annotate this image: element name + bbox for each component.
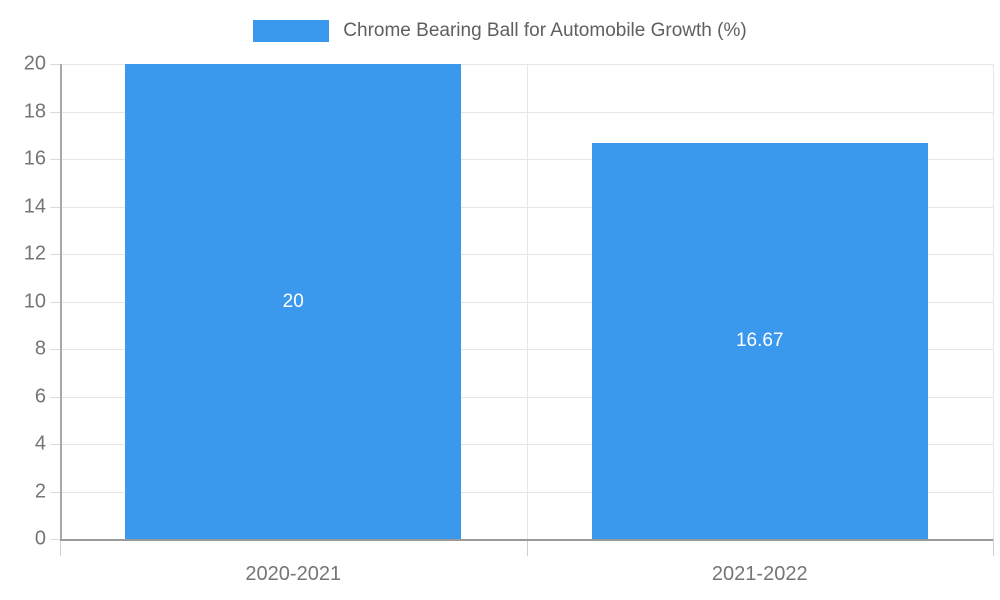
y-axis-tick-label: 12 <box>23 242 46 265</box>
category-boundary-gridline <box>526 64 528 539</box>
category-boundary-gridline <box>993 64 994 539</box>
y-axis-line <box>60 64 62 539</box>
y-tick-mark <box>50 301 60 303</box>
bar-data-label: 20 <box>282 290 304 312</box>
y-tick-mark <box>50 206 60 208</box>
x-axis-category-label: 2021-2022 <box>711 563 808 585</box>
y-tick-mark <box>50 396 60 398</box>
x-axis-category-label: 2020-2021 <box>245 563 342 585</box>
y-axis-tick-label: 16 <box>23 147 46 170</box>
y-axis-tick-label: 14 <box>23 195 46 217</box>
y-axis-tick-label: 6 <box>34 385 46 407</box>
y-axis-tick-label: 4 <box>34 432 46 455</box>
legend-series-label[interactable]: Chrome Bearing Ball for Automobile Growt… <box>343 20 747 41</box>
legend-swatch[interactable] <box>253 20 330 42</box>
y-axis-tick-label: 2 <box>34 480 46 502</box>
y-axis-tick-label: 10 <box>23 290 46 312</box>
bar[interactable] <box>125 64 462 539</box>
x-axis-baseline <box>60 539 993 541</box>
y-tick-mark <box>50 111 60 113</box>
y-tick-mark <box>50 159 60 160</box>
y-axis-tick-label: 18 <box>23 100 46 122</box>
x-tick-mark <box>526 539 528 556</box>
bar-data-label: 16.67 <box>735 330 784 352</box>
y-tick-mark <box>50 349 60 350</box>
y-tick-mark <box>50 254 60 255</box>
y-tick-mark <box>50 444 60 445</box>
y-tick-mark <box>50 539 60 540</box>
y-tick-mark <box>50 491 60 493</box>
x-tick-mark <box>60 539 61 556</box>
y-tick-mark <box>50 64 60 65</box>
y-axis-tick-label: 20 <box>23 52 46 75</box>
chart-legend: Chrome Bearing Ball for Automobile Growt… <box>0 16 1000 46</box>
y-axis-tick-label: 0 <box>34 527 46 550</box>
bar[interactable] <box>591 143 928 539</box>
y-axis-tick-label: 8 <box>34 337 46 360</box>
x-tick-mark <box>993 539 994 556</box>
